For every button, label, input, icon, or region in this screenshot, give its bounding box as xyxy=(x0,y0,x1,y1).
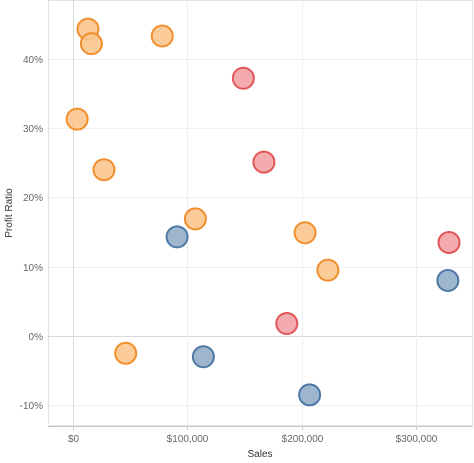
data-point[interactable] xyxy=(150,24,174,48)
y-tick-label: 10% xyxy=(23,263,43,274)
grid-lines xyxy=(48,0,473,426)
x-axis-title: Sales xyxy=(247,449,272,460)
x-tick-label: $300,000 xyxy=(396,434,438,445)
data-point[interactable] xyxy=(231,66,255,90)
y-axis-title: Profit Ratio xyxy=(4,188,15,238)
data-points xyxy=(65,17,461,407)
y-tick-label: 0% xyxy=(29,332,44,343)
y-tick-label: 30% xyxy=(23,124,43,135)
data-point[interactable] xyxy=(165,225,189,249)
y-tick-label: -10% xyxy=(20,401,43,412)
data-point[interactable] xyxy=(79,32,103,56)
data-point[interactable] xyxy=(437,230,461,254)
x-tick-label: $100,000 xyxy=(167,434,209,445)
plot-frame xyxy=(48,0,473,426)
data-point[interactable] xyxy=(275,311,299,335)
y-tick-label: 40% xyxy=(23,55,43,66)
data-point[interactable] xyxy=(293,221,317,245)
data-point[interactable] xyxy=(436,269,460,293)
x-tick-label: $200,000 xyxy=(282,434,324,445)
data-point[interactable] xyxy=(65,107,89,131)
data-point[interactable] xyxy=(316,258,340,282)
x-tick-label: $0 xyxy=(68,434,80,445)
data-point[interactable] xyxy=(191,345,215,369)
data-point[interactable] xyxy=(114,341,138,365)
data-point[interactable] xyxy=(298,383,322,407)
data-point[interactable] xyxy=(183,207,207,231)
axes: -10% 0% 10% 20% 30% 40% $0 $100,000 $200,000 $300… xyxy=(20,55,473,445)
data-point[interactable] xyxy=(92,158,116,182)
y-tick-label: 20% xyxy=(23,193,43,204)
data-point[interactable] xyxy=(252,150,276,174)
